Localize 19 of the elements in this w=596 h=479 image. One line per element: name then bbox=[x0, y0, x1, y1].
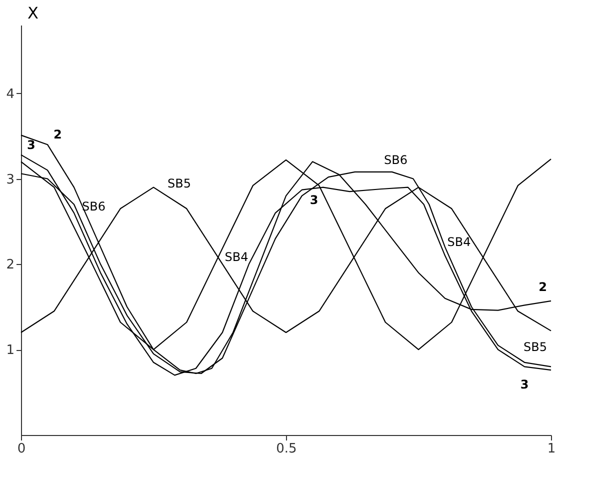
series-label: SB5 bbox=[168, 176, 191, 190]
y-tick-label: 4 bbox=[6, 86, 14, 102]
text: 3 bbox=[27, 138, 36, 152]
series-label: 2 bbox=[54, 128, 62, 142]
series-label: SB4 bbox=[224, 250, 248, 264]
x-tick-label: 1 bbox=[547, 442, 556, 456]
text: 3 bbox=[520, 378, 529, 392]
text: SB5 bbox=[524, 340, 547, 354]
series-label: SB6 bbox=[82, 199, 106, 214]
y-axis-title: X bbox=[28, 4, 38, 22]
text: SB6 bbox=[384, 152, 408, 167]
text: SB4 bbox=[447, 234, 471, 249]
x-tick-label: 0.5 bbox=[276, 442, 297, 456]
y-tick-label: 2 bbox=[6, 258, 14, 273]
series-label: 3 bbox=[310, 192, 318, 207]
x-tick-label: 0 bbox=[17, 442, 26, 456]
y-tick-label: 1 bbox=[6, 343, 14, 358]
y-tick-label: 3 bbox=[6, 172, 14, 188]
text: 2 bbox=[538, 280, 547, 294]
